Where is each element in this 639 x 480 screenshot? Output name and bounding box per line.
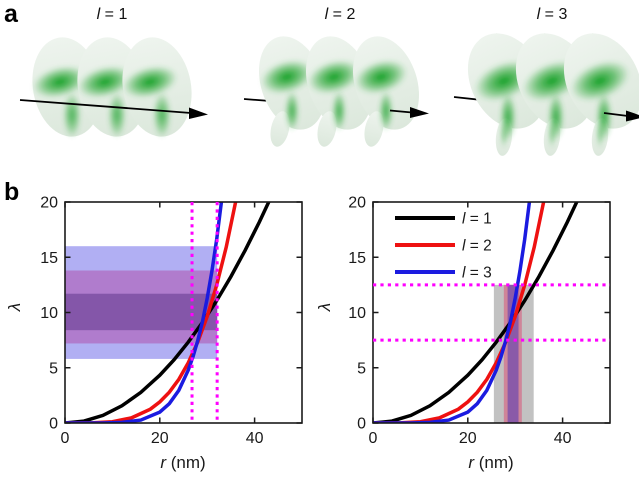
legend-label: l = 1: [462, 211, 492, 228]
propagation-arrow-icon: [603, 110, 639, 122]
x-tick-label: 0: [369, 430, 378, 447]
helix-l2-figure: [240, 25, 440, 165]
legend-label: l = 2: [462, 238, 492, 255]
y-tick-label: 20: [348, 195, 366, 212]
propagation-arrow-icon: [19, 99, 208, 119]
right-plot-xlabel: r (nm): [468, 453, 514, 472]
y-tick-label: 0: [357, 416, 366, 433]
helix-turn: [352, 36, 420, 147]
curve-l=3: [65, 202, 224, 423]
x-tick-label: 20: [459, 430, 477, 447]
curve-l=2: [373, 202, 546, 423]
y-tick-label: 10: [40, 305, 58, 322]
helix-l1-art: [19, 37, 208, 138]
y-tick-label: 15: [348, 250, 366, 267]
y-tick-label: 15: [40, 250, 58, 267]
legend-label: l = 3: [462, 265, 492, 282]
panel-a-label: a: [4, 0, 18, 28]
helix-l2-art: [243, 36, 429, 147]
helix-l2-title: l = 2: [324, 6, 356, 23]
propagation-arrow-icon: [389, 107, 429, 118]
curve-l=1: [373, 202, 579, 423]
axes-box: [372, 201, 611, 424]
y-tick-label: 5: [49, 360, 58, 377]
right-plot: 0 20 40 0 5 10 15 20 l = 1 l = 2 l = 3: [348, 195, 611, 447]
helix-turn: [563, 33, 639, 156]
x-tick-label: 40: [554, 430, 572, 447]
curve-l=3: [373, 202, 532, 423]
helix-l3-figure: [452, 25, 639, 165]
curve-l=2: [65, 202, 238, 423]
vband-l=3: [507, 284, 519, 423]
y-tick-label: 5: [357, 360, 366, 377]
left-plot: 0 20 40 0 5 10 15 20: [40, 195, 303, 447]
x-tick-label: 40: [246, 430, 264, 447]
y-tick-label: 20: [40, 195, 58, 212]
helix-l1-title: l = 1: [96, 6, 128, 23]
right-plot-ylabel: λ: [315, 302, 334, 312]
helix-turn: [77, 37, 147, 138]
left-plot-ylabel: λ: [5, 302, 24, 312]
x-tick-label: 0: [61, 430, 70, 447]
helix-l1-figure: [12, 25, 212, 165]
y-tick-label: 10: [348, 305, 366, 322]
y-tick-label: 0: [49, 416, 58, 433]
helix-l3-art: [453, 33, 639, 156]
hband-l=1: [65, 293, 218, 331]
helix-l3-title: l = 3: [536, 6, 568, 23]
panel-b-label: b: [4, 178, 20, 206]
curve-l=1: [65, 202, 271, 423]
left-plot-xlabel: r (nm): [160, 453, 206, 472]
x-tick-label: 20: [151, 430, 169, 447]
